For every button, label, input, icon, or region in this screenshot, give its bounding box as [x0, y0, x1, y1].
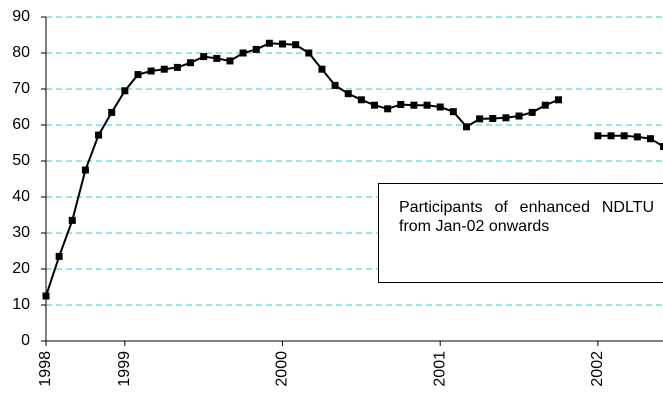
marker: [265, 39, 273, 47]
marker: [476, 115, 484, 123]
marker: [541, 101, 549, 109]
marker: [226, 57, 234, 65]
y-tick-label: 20: [12, 260, 30, 277]
marker: [147, 67, 155, 75]
x-tick-label: 1998: [37, 351, 54, 387]
marker: [68, 216, 76, 224]
marker: [620, 132, 628, 140]
x-tick-label: 2002: [589, 351, 606, 387]
marker: [134, 71, 142, 79]
marker: [331, 81, 339, 89]
marker: [121, 87, 129, 95]
annotation: Participants of enhanced NDLTU from Jan-…: [399, 199, 654, 235]
marker: [449, 108, 457, 116]
y-tick-label: 10: [12, 296, 30, 313]
annotation-box: Participants of enhanced NDLTU from Jan-…: [378, 183, 663, 283]
marker: [489, 115, 497, 123]
marker: [410, 101, 418, 109]
marker: [607, 132, 615, 140]
marker: [515, 112, 523, 120]
y-tick-label: 40: [12, 188, 30, 205]
marker: [279, 40, 287, 48]
marker: [252, 45, 260, 53]
marker: [397, 100, 405, 108]
marker: [292, 41, 300, 49]
marker: [660, 143, 663, 151]
marker: [81, 166, 89, 174]
marker: [462, 123, 470, 131]
y-tick-label: 0: [21, 332, 30, 349]
marker: [173, 63, 181, 71]
marker: [55, 252, 63, 260]
y-tick-label: 30: [12, 224, 30, 241]
x-tick-label: 1999: [116, 351, 133, 387]
marker: [436, 103, 444, 111]
marker: [95, 131, 103, 139]
marker: [502, 114, 510, 122]
marker: [108, 108, 116, 116]
x-tick-label: 2001: [431, 351, 448, 387]
marker: [594, 132, 602, 140]
marker: [160, 65, 168, 73]
marker: [371, 101, 378, 109]
series-line: [45, 42, 559, 297]
marker: [42, 292, 50, 300]
plot: [42, 39, 663, 300]
y-tick-label: 50: [12, 152, 30, 169]
marker: [239, 49, 247, 57]
marker: [528, 108, 536, 116]
y-tick-label: 70: [12, 80, 30, 97]
marker: [423, 101, 431, 109]
y-tick-label: 90: [12, 8, 30, 25]
marker: [633, 133, 641, 141]
marker: [213, 54, 221, 62]
marker: [554, 96, 562, 104]
x-tick-label: 2000: [274, 351, 291, 387]
marker: [200, 53, 208, 61]
marker: [305, 49, 313, 57]
marker: [646, 135, 654, 143]
marker: [187, 59, 195, 67]
marker: [357, 96, 365, 104]
y-tick-label: 60: [12, 116, 30, 133]
marker: [318, 65, 326, 73]
marker: [384, 105, 392, 113]
marker: [344, 90, 352, 98]
y-tick-label: 80: [12, 44, 30, 61]
